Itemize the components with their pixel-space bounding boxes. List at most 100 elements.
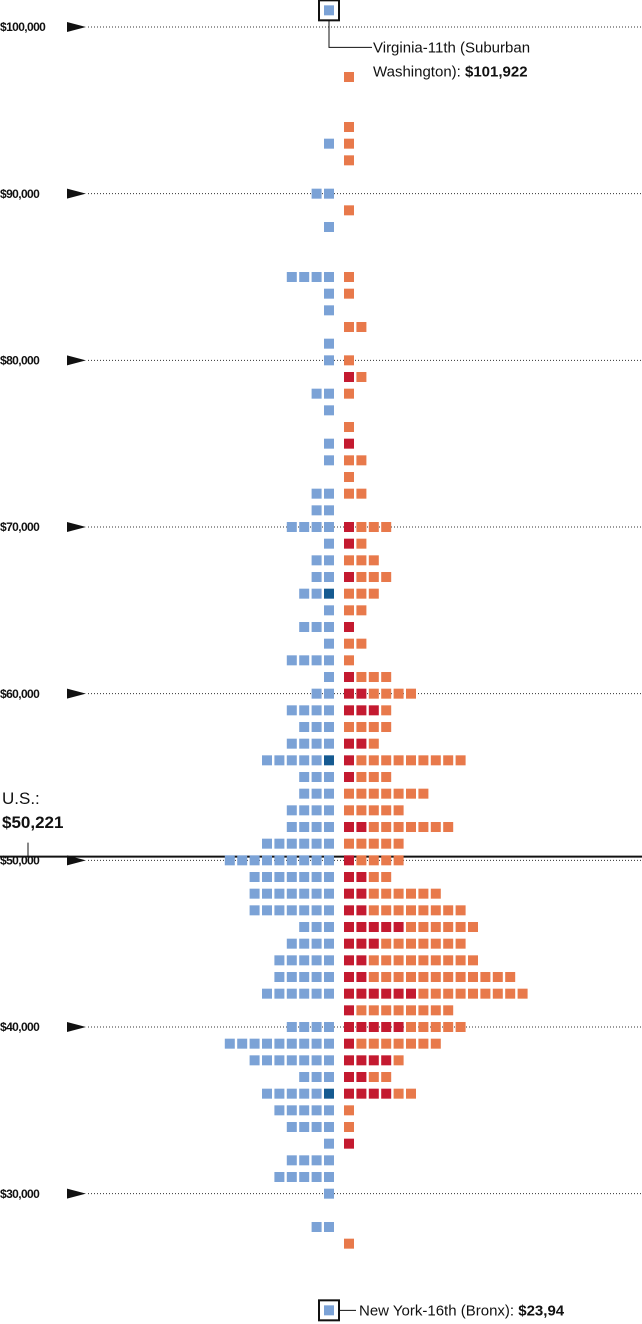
annotation-value: $23,94 [518, 1302, 565, 1319]
dot-right-dark [344, 1022, 354, 1033]
dot-left [262, 1088, 272, 1099]
dot-left [324, 188, 334, 199]
dot-left [286, 905, 297, 916]
dot-right-dark [344, 822, 354, 833]
dot-left [286, 888, 297, 899]
dot-right [393, 955, 404, 966]
dot-right [368, 755, 379, 766]
dot-left [262, 1055, 272, 1066]
dot-right [344, 288, 354, 299]
dot-left [311, 1072, 322, 1083]
dot-right-dark [381, 1022, 392, 1033]
dot-right [368, 572, 379, 583]
dot-left [311, 988, 322, 999]
dot-right [368, 1038, 379, 1049]
dot-right [356, 572, 367, 583]
dot-right [393, 838, 404, 849]
dot-left [324, 1038, 334, 1049]
dot-left [299, 622, 310, 633]
dot-left [286, 738, 297, 749]
dot-left [237, 855, 248, 866]
dot-right [406, 1088, 416, 1099]
dot-right [505, 972, 516, 983]
dot-left [324, 488, 334, 499]
dot-right [344, 122, 354, 133]
dot-right [393, 855, 404, 866]
dot-left [299, 738, 310, 749]
dot-left [249, 1038, 260, 1049]
dot-left [311, 1038, 322, 1049]
dot-right [455, 955, 466, 966]
dot-right [393, 1038, 404, 1049]
dot-right [368, 738, 379, 749]
dot-left [262, 855, 272, 866]
dot-right [443, 972, 454, 983]
dot-right [381, 672, 392, 683]
dot-right [356, 672, 367, 683]
dot-left [311, 1155, 322, 1166]
dot-left [286, 755, 297, 766]
dot-right [381, 772, 392, 783]
dot-right [381, 1072, 392, 1083]
dot-right [418, 788, 429, 799]
dot-right [356, 722, 367, 733]
y-tick-label: $80,000 [0, 354, 40, 368]
dot-left [311, 272, 322, 283]
dot-left [262, 838, 272, 849]
dot-left [324, 922, 334, 933]
dot-left [299, 655, 310, 666]
dot-left [311, 855, 322, 866]
dot-right [356, 788, 367, 799]
dot-left [324, 855, 334, 866]
dot-left [299, 1122, 310, 1133]
dot-left [299, 1105, 310, 1116]
dot-right [368, 905, 379, 916]
dot-right [418, 938, 429, 949]
dot-right [418, 1038, 429, 1049]
dot-left [286, 1088, 297, 1099]
tick-arrow [67, 188, 86, 199]
dot-right-dark [344, 438, 354, 449]
dot-right [381, 522, 392, 533]
dot-left [274, 855, 285, 866]
dot-left [286, 655, 297, 666]
dot-left [311, 572, 322, 583]
dot-left [249, 855, 260, 866]
dot-right [393, 938, 404, 949]
dot-left [274, 1055, 285, 1066]
dot-right-dark [368, 988, 379, 999]
dot-right [430, 955, 441, 966]
dot-right [381, 905, 392, 916]
dot-right-dark [356, 1022, 367, 1033]
dot-right [406, 922, 416, 933]
dot-right-dark [344, 688, 354, 699]
dot-right-dark [344, 522, 354, 533]
dot-right [368, 838, 379, 849]
dot-right [430, 1022, 441, 1033]
dot-right-dark [356, 988, 367, 999]
dot-left [324, 1072, 334, 1083]
dot-left [299, 755, 310, 766]
dot-left [311, 822, 322, 833]
dot-left [324, 905, 334, 916]
dot-left [299, 822, 310, 833]
dot-right [406, 1022, 416, 1033]
dot-left [262, 988, 272, 999]
dot-left [274, 1088, 285, 1099]
dot-left [311, 888, 322, 899]
dot-right [368, 1072, 379, 1083]
dot-right-dark [381, 1055, 392, 1066]
dot-right-dark [393, 1022, 404, 1033]
dot-right [418, 1005, 429, 1016]
dot-right [356, 605, 367, 616]
dot-right [368, 888, 379, 899]
dot-left [237, 1038, 248, 1049]
dot-left [224, 1038, 235, 1049]
dot-left [324, 838, 334, 849]
dot-left [262, 755, 272, 766]
dot-right [443, 1022, 454, 1033]
dot-left [299, 705, 310, 716]
dot-left [274, 955, 285, 966]
dot-right [381, 572, 392, 583]
